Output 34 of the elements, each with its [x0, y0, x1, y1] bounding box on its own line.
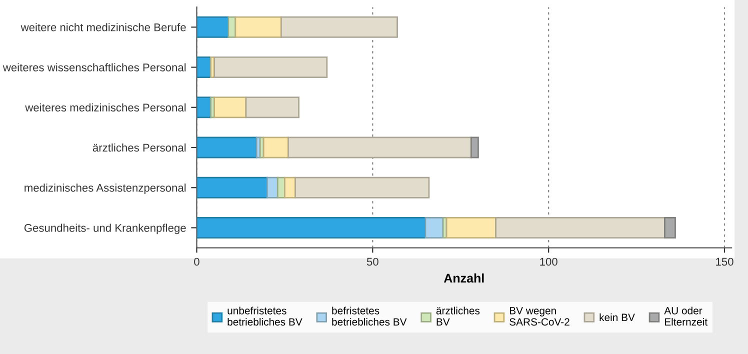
bar: [294, 176, 430, 198]
x-axis-title: Anzahl: [444, 273, 484, 283]
legend-label: BV wegen SARS-CoV-2: [510, 307, 570, 326]
bar: [214, 56, 328, 78]
bar: [495, 217, 666, 238]
bar: [288, 136, 472, 158]
bar: [234, 16, 282, 38]
legend-label: befristetes betriebliches BV: [332, 306, 407, 326]
x-tick-label: 0: [194, 258, 200, 266]
bar: [446, 217, 496, 238]
y-tick-label: weitere nicht medizinische Berufe: [20, 23, 186, 32]
y-tick-label: Gesundheits- und Krankenpflege: [24, 224, 186, 234]
bar: [470, 136, 479, 158]
legend-label: ärztliches BV: [436, 306, 480, 326]
bar: [196, 176, 268, 198]
legend-label: unbefristetes betriebliches BV: [228, 306, 302, 326]
bar: [280, 16, 398, 38]
x-tick-label: 50: [366, 258, 378, 266]
x-tick-label: 150: [716, 258, 734, 266]
bar: [196, 217, 426, 238]
y-tick-label: ärztliches Personal: [92, 143, 186, 152]
bar: [214, 96, 247, 118]
bar: [424, 217, 444, 238]
x-tick-label: 100: [540, 258, 558, 266]
y-tick-label: weiteres wissenschaftliches Personal: [2, 63, 186, 72]
legend-label: kein BV: [600, 313, 635, 322]
bar: [262, 136, 289, 158]
bar: [245, 96, 300, 118]
legend-label: AU oder Elternzeit: [664, 306, 708, 326]
y-tick-label: weiteres medizinisches Personal: [25, 103, 186, 112]
y-tick-label: medizinisches Assistenzpersonal: [24, 184, 186, 194]
bar: [196, 16, 230, 38]
bar: [664, 217, 676, 238]
bar: [196, 136, 258, 158]
